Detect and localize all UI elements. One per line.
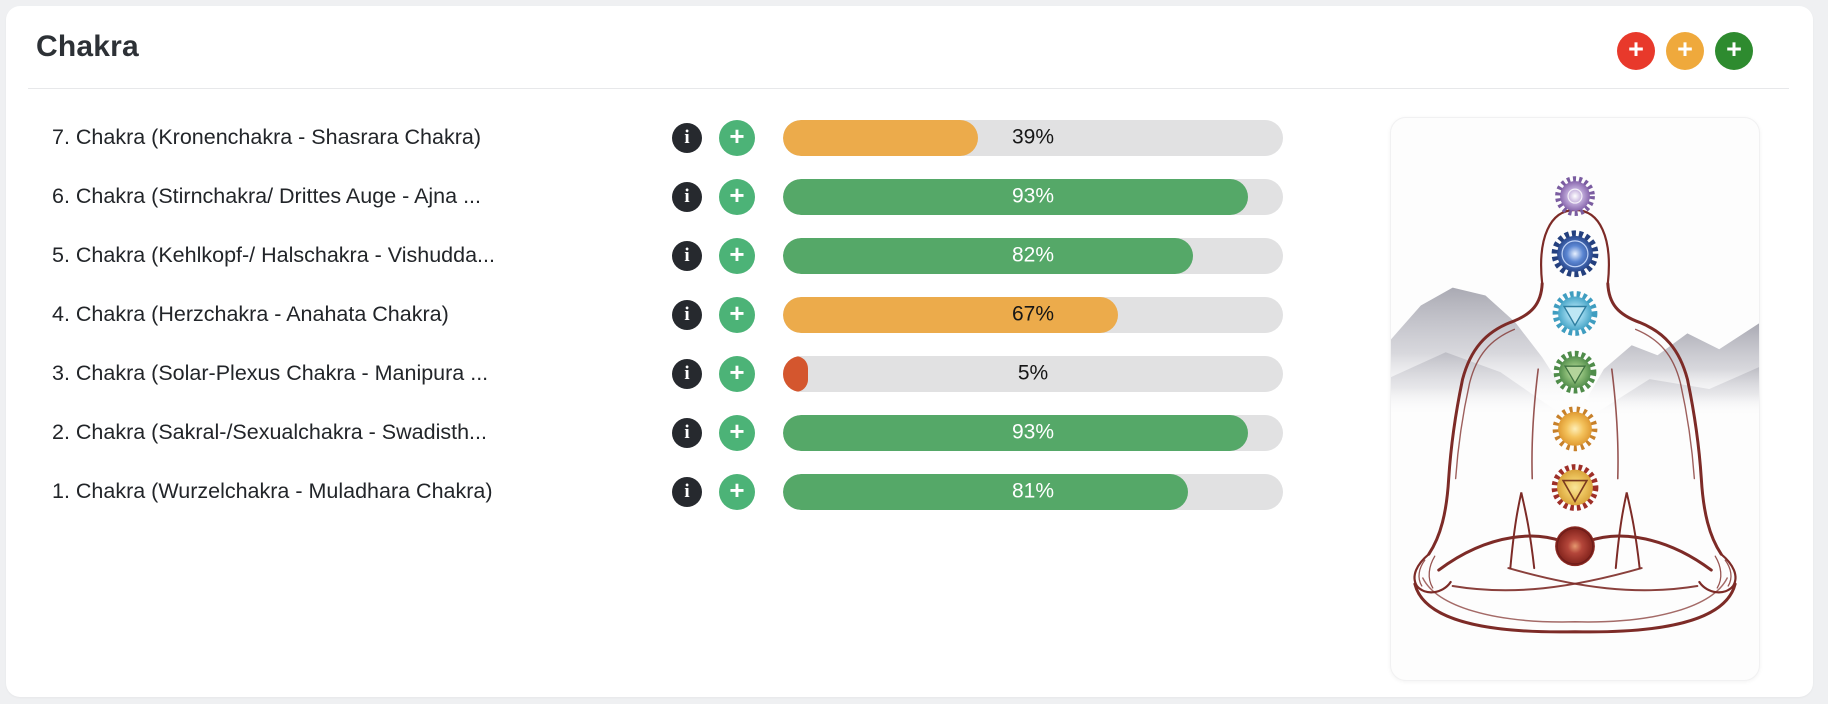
progress-fill [783,178,1248,215]
header-add-buttons: + + + [1617,32,1753,70]
plus-icon: + [729,121,745,151]
header-divider [28,88,1789,89]
progress-fill [783,355,808,392]
chakra-row: 6. Chakra (Stirnchakra/ Drittes Auge - A… [52,167,1352,226]
chakra-row-label: 5. Chakra (Kehlkopf-/ Halschakra - Vishu… [52,243,495,267]
plus-icon: + [729,298,745,328]
meditating-figure-image [1391,176,1759,634]
chakra-row-label: 2. Chakra (Sakral-/Sexualchakra - Swadis… [52,420,487,444]
chakra-row: 2. Chakra (Sakral-/Sexualchakra - Swadis… [52,403,1352,462]
progress-track: 93% [783,414,1283,451]
add-entry-button[interactable]: + [719,355,755,392]
chakra-illustration [1390,117,1760,681]
add-green-button[interactable]: + [1715,32,1753,70]
info-button[interactable]: i [672,299,702,330]
plus-icon: + [729,357,745,387]
chakra-row: 1. Chakra (Wurzelchakra - Muladhara Chak… [52,462,1352,521]
progress-fill [783,414,1248,451]
plus-icon: + [729,239,745,269]
info-icon: i [684,421,690,443]
chakra-panel: Chakra + + + 7. Chakra (Kronenchakra - Sha… [6,6,1813,697]
root-chakra-symbol [1555,526,1595,567]
heart-chakra-symbol [1553,350,1597,394]
chakra-row-label: 7. Chakra (Kronenchakra - Shasrara Chakr… [52,125,481,149]
info-icon: i [684,303,690,325]
chakra-row-label: 1. Chakra (Wurzelchakra - Muladhara Chak… [52,479,493,503]
plus-icon: + [1677,34,1693,64]
info-button[interactable]: i [672,358,702,389]
plus-icon: + [729,416,745,446]
progress-track: 82% [783,237,1283,274]
add-red-button[interactable]: + [1617,32,1655,70]
add-entry-button[interactable]: + [719,119,755,156]
info-icon: i [684,185,690,207]
info-icon: i [684,362,690,384]
plus-icon: + [1726,34,1742,64]
add-entry-button[interactable]: + [719,473,755,510]
progress-percent-label: 93% [1011,420,1055,444]
progress-percent-label: 67% [1011,302,1055,326]
info-button[interactable]: i [672,240,702,271]
info-button[interactable]: i [672,181,702,212]
progress-percent-label: 39% [1011,125,1055,149]
progress-fill [783,296,1118,333]
add-entry-button[interactable]: + [719,414,755,451]
progress-track: 67% [783,296,1283,333]
chakra-row: 5. Chakra (Kehlkopf-/ Halschakra - Vishu… [52,226,1352,285]
plus-icon: + [729,180,745,210]
chakra-row-label: 4. Chakra (Herzchakra - Anahata Chakra) [52,302,449,326]
chakra-row-label: 6. Chakra (Stirnchakra/ Drittes Auge - A… [52,184,481,208]
progress-percent-label: 5% [1017,361,1049,385]
panel-title: Chakra [36,30,139,63]
panel-header: Chakra + + + [6,6,1813,88]
progress-track: 81% [783,473,1283,510]
progress-track: 5% [783,355,1283,392]
progress-fill [783,473,1188,510]
throat-chakra-symbol [1552,291,1598,336]
progress-percent-label: 82% [1011,243,1055,267]
chakra-list: 7. Chakra (Kronenchakra - Shasrara Chakr… [52,108,1352,521]
add-entry-button[interactable]: + [719,178,755,215]
info-icon: i [684,244,690,266]
crown-chakra-symbol [1555,176,1595,216]
chakra-row: 7. Chakra (Kronenchakra - Shasrara Chakr… [52,108,1352,167]
add-entry-button[interactable]: + [719,237,755,274]
solar-plexus-chakra-symbol [1552,406,1598,452]
progress-track: 93% [783,178,1283,215]
third-eye-chakra-symbol [1551,230,1599,278]
info-icon: i [684,126,690,148]
info-icon: i [684,480,690,502]
progress-percent-label: 81% [1011,479,1055,503]
chakra-row: 3. Chakra (Solar-Plexus Chakra - Manipur… [52,344,1352,403]
add-orange-button[interactable]: + [1666,32,1704,70]
chakra-row-label: 3. Chakra (Solar-Plexus Chakra - Manipur… [52,361,489,385]
chakra-row: 4. Chakra (Herzchakra - Anahata Chakra) … [52,285,1352,344]
add-entry-button[interactable]: + [719,296,755,333]
info-button[interactable]: i [672,122,702,153]
info-button[interactable]: i [672,417,702,448]
plus-icon: + [1628,34,1644,64]
progress-fill [783,237,1193,274]
sacral-chakra-symbol [1551,464,1599,511]
progress-track: 39% [783,119,1283,156]
info-button[interactable]: i [672,476,702,507]
plus-icon: + [729,475,745,505]
progress-fill [783,119,978,156]
progress-percent-label: 93% [1011,184,1055,208]
